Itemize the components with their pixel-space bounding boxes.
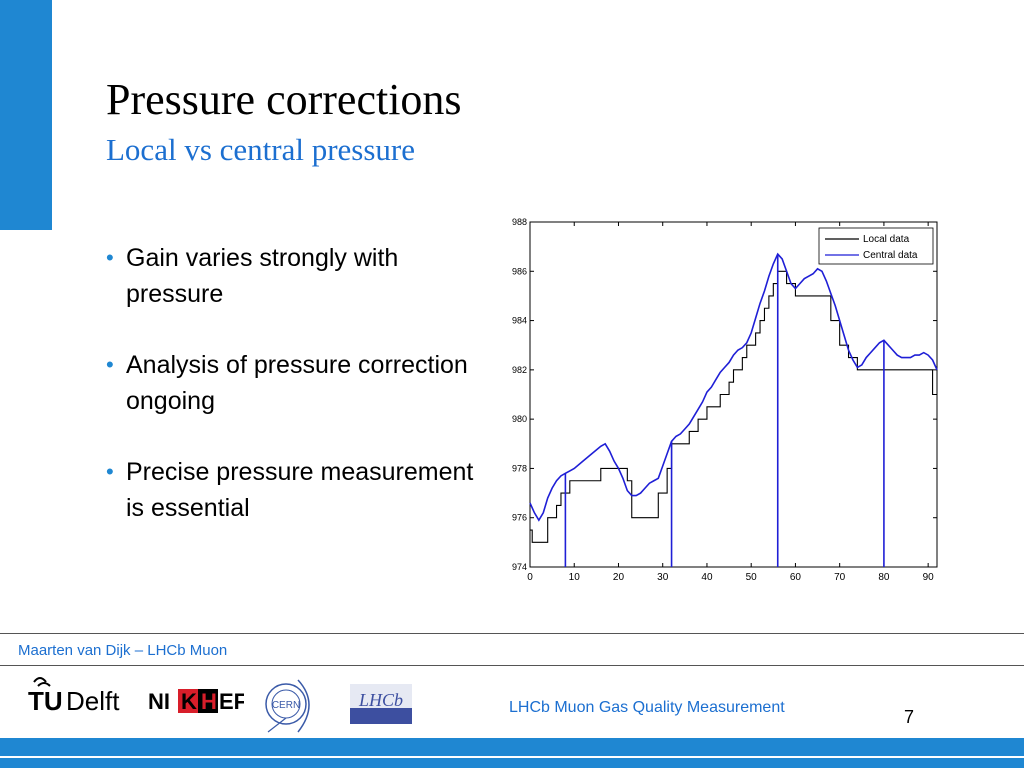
page-number: 7 [904, 707, 915, 727]
bottom-accent-bar-secondary [0, 758, 1024, 768]
tudelft-tu-text: TU [28, 686, 63, 716]
y-tick-label: 980 [512, 414, 527, 424]
slide-subtitle: Local vs central pressure [106, 132, 416, 167]
footer-top-rule [0, 633, 1024, 634]
footer-bottom-rule [0, 665, 1024, 666]
x-tick-label: 30 [657, 572, 669, 583]
x-tick-label: 10 [569, 572, 581, 583]
footer-author: Maarten van Dijk – LHCb Muon [18, 642, 228, 659]
x-tick-label: 0 [527, 572, 533, 583]
bullet-dot-icon: • [106, 245, 114, 270]
y-tick-label: 982 [512, 365, 527, 375]
bullet-text: Gain varies strongly with pressure [126, 244, 399, 308]
bullet-item: • Analysis of pressure correction ongoing [104, 347, 474, 419]
bullet-item: • Gain varies strongly with pressure [104, 240, 474, 312]
tudelft-logo: TU Delft [28, 677, 120, 716]
footer-presentation-title: LHCb Muon Gas Quality Measurement [509, 699, 785, 716]
title-accent-bar [0, 0, 52, 230]
x-tick-label: 40 [701, 572, 713, 583]
plot-area [529, 221, 938, 568]
cern-logo-text: CERN [272, 700, 300, 711]
x-tick-label: 50 [746, 572, 758, 583]
bullet-dot-icon: • [106, 352, 114, 377]
y-tick-label: 978 [512, 463, 527, 473]
nikhef-ni-text: NI [148, 689, 170, 714]
slide-title: Pressure corrections [106, 75, 462, 124]
y-tick-label: 974 [512, 562, 527, 572]
lhcb-logo-text: LHCb [358, 690, 403, 710]
x-tick-label: 20 [613, 572, 625, 583]
series-line-local [530, 270, 937, 543]
legend-label: Central data [863, 250, 918, 261]
nikhef-k-text: K [181, 689, 197, 714]
nikhef-ef-text: EF [219, 689, 244, 714]
y-tick-label: 984 [512, 316, 527, 326]
chart-legend [818, 227, 934, 265]
pressure-line-chart: 0 10 20 30 40 50 60 70 80 90 974 976 978 980 982 984 986… [512, 217, 938, 583]
x-tick-label: 90 [923, 572, 935, 583]
y-tick-label: 986 [512, 266, 527, 276]
nikhef-logo: NI K H EF [148, 689, 244, 714]
lhcb-logo: LHCb [350, 684, 412, 724]
series-line-central [529, 252, 938, 522]
x-tick-label: 80 [878, 572, 890, 583]
bullet-list: • Gain varies strongly with pressure • Ana… [104, 240, 474, 561]
bullet-item: • Precise pressure measurement is essenti… [104, 454, 474, 526]
bullet-dot-icon: • [106, 459, 114, 484]
y-tick-label: 976 [512, 513, 527, 523]
cern-logo: CERN [265, 679, 310, 733]
nikhef-h-text: H [201, 689, 217, 714]
legend-label: Local data [863, 234, 910, 245]
x-tick-label: 70 [834, 572, 846, 583]
x-tick-label: 60 [790, 572, 802, 583]
bullet-text: Analysis of pressure correction ongoing [126, 351, 468, 415]
bottom-accent-bar [0, 738, 1024, 756]
y-tick-label: 988 [512, 217, 527, 227]
bullet-text: Precise pressure measurement is essentia… [126, 458, 474, 522]
tudelft-delft-text: Delft [66, 686, 120, 716]
